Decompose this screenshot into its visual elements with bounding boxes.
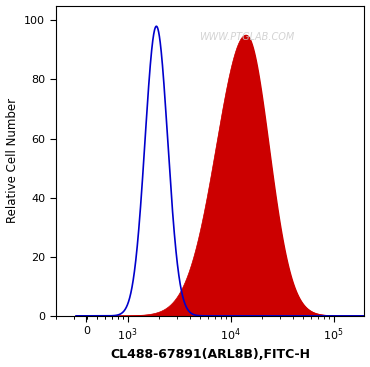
- Y-axis label: Relative Cell Number: Relative Cell Number: [6, 98, 18, 223]
- Text: WWW.PTGLAB.COM: WWW.PTGLAB.COM: [199, 32, 295, 41]
- X-axis label: CL488-67891(ARL8B),FITC-H: CL488-67891(ARL8B),FITC-H: [110, 348, 310, 361]
